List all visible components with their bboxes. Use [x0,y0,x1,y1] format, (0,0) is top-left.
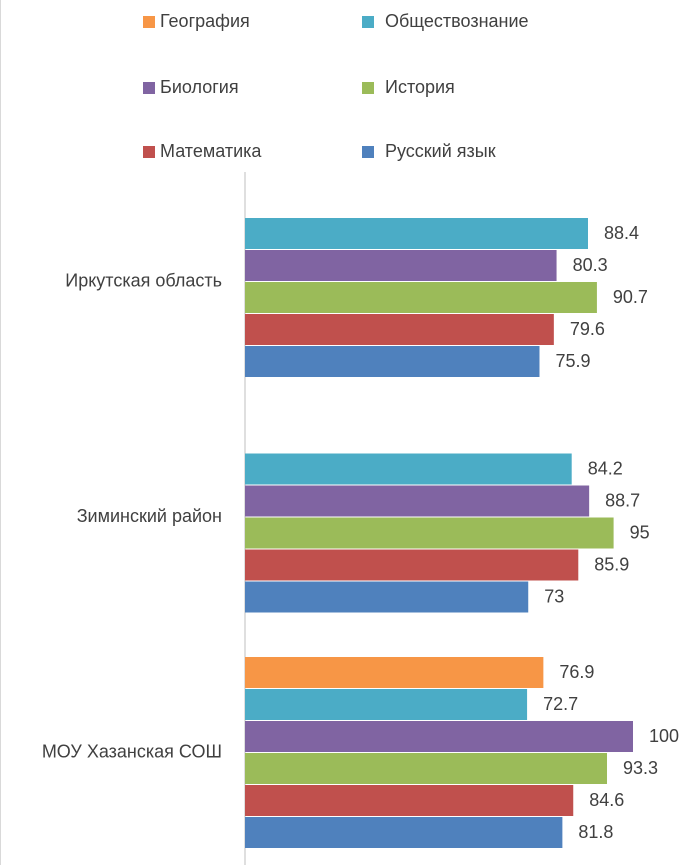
legend-label: География [160,11,250,31]
bar [245,785,574,816]
legend-swatch [143,16,155,28]
bar [245,250,557,281]
data-label: 85.9 [594,554,629,574]
data-label: 88.4 [604,223,639,243]
data-label: 100 [649,726,679,746]
data-label: 76.9 [559,662,594,682]
data-label: 79.6 [570,319,605,339]
bar [245,218,588,249]
legend-label: Математика [160,141,262,161]
data-label: 84.2 [588,458,623,478]
data-label: 81.8 [578,822,613,842]
y-tick-label: Иркутская область [65,271,222,291]
legend-label: Биология [160,77,239,97]
y-tick-label: Зиминский район [77,506,222,526]
bar [245,581,529,613]
legend-swatch [143,146,155,158]
legend-swatch [362,16,374,28]
data-label: 75.9 [555,351,590,371]
legend-label: Русский язык [385,141,496,161]
data-label: 72.7 [543,694,578,714]
legend-label: История [385,77,455,97]
data-label: 88.7 [605,490,640,510]
legend-swatch [143,82,155,94]
bar [245,753,608,784]
bar [245,453,572,485]
bar [245,549,579,581]
bar [245,282,597,313]
data-label: 84.6 [589,790,624,810]
legend-swatch [362,146,374,158]
legend-label: Обществознание [385,11,529,31]
bar [245,657,544,688]
data-label: 93.3 [623,758,658,778]
bar [245,485,590,517]
data-label: 80.3 [573,255,608,275]
y-tick-label: МОУ Хазанская СОШ [42,742,222,762]
bar [245,689,528,720]
data-label: 95 [630,522,650,542]
bar [245,517,614,549]
data-label: 90.7 [613,287,648,307]
legend-swatch [362,82,374,94]
bar [245,817,563,848]
bar [245,314,554,345]
data-label: 73 [544,586,564,606]
bar [245,346,540,377]
bar [245,721,633,752]
